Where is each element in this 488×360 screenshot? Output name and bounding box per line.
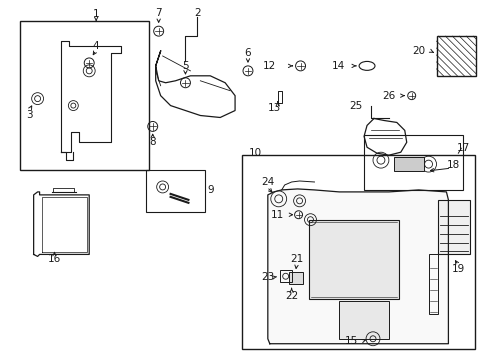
Text: 23: 23 (261, 272, 274, 282)
Text: 24: 24 (261, 177, 274, 187)
Text: 4: 4 (93, 41, 99, 51)
Bar (279, 270, 291, 282)
Text: 3: 3 (26, 109, 33, 120)
Text: 7: 7 (155, 8, 162, 18)
Text: 18: 18 (446, 160, 459, 170)
Bar (242, 155, 474, 349)
Bar (364, 135, 462, 190)
Text: 10: 10 (248, 148, 261, 158)
Text: 19: 19 (451, 264, 464, 274)
Text: 8: 8 (149, 137, 156, 147)
Bar (436, 36, 475, 76)
Text: 17: 17 (456, 143, 469, 153)
Polygon shape (267, 189, 447, 344)
Text: 6: 6 (244, 48, 251, 58)
Bar (427, 255, 438, 314)
Text: 5: 5 (182, 61, 188, 71)
Text: 1: 1 (93, 9, 99, 19)
Text: 22: 22 (285, 291, 298, 301)
Text: 25: 25 (349, 100, 362, 111)
Bar (145, 170, 205, 212)
Bar (309, 220, 398, 299)
Text: 20: 20 (411, 46, 425, 56)
Bar (339, 301, 388, 339)
Text: 9: 9 (206, 185, 213, 195)
Bar (438, 200, 469, 255)
Text: 15: 15 (344, 336, 357, 346)
Text: 26: 26 (382, 91, 395, 101)
Text: 14: 14 (331, 61, 344, 71)
Bar (288, 272, 302, 284)
Bar (20, 21, 148, 170)
Bar (393, 157, 423, 171)
Text: 2: 2 (194, 8, 200, 18)
Text: 21: 21 (289, 255, 303, 264)
Text: 11: 11 (270, 210, 284, 220)
Text: 16: 16 (48, 255, 61, 264)
Text: 12: 12 (263, 61, 276, 71)
Text: 13: 13 (267, 103, 281, 113)
